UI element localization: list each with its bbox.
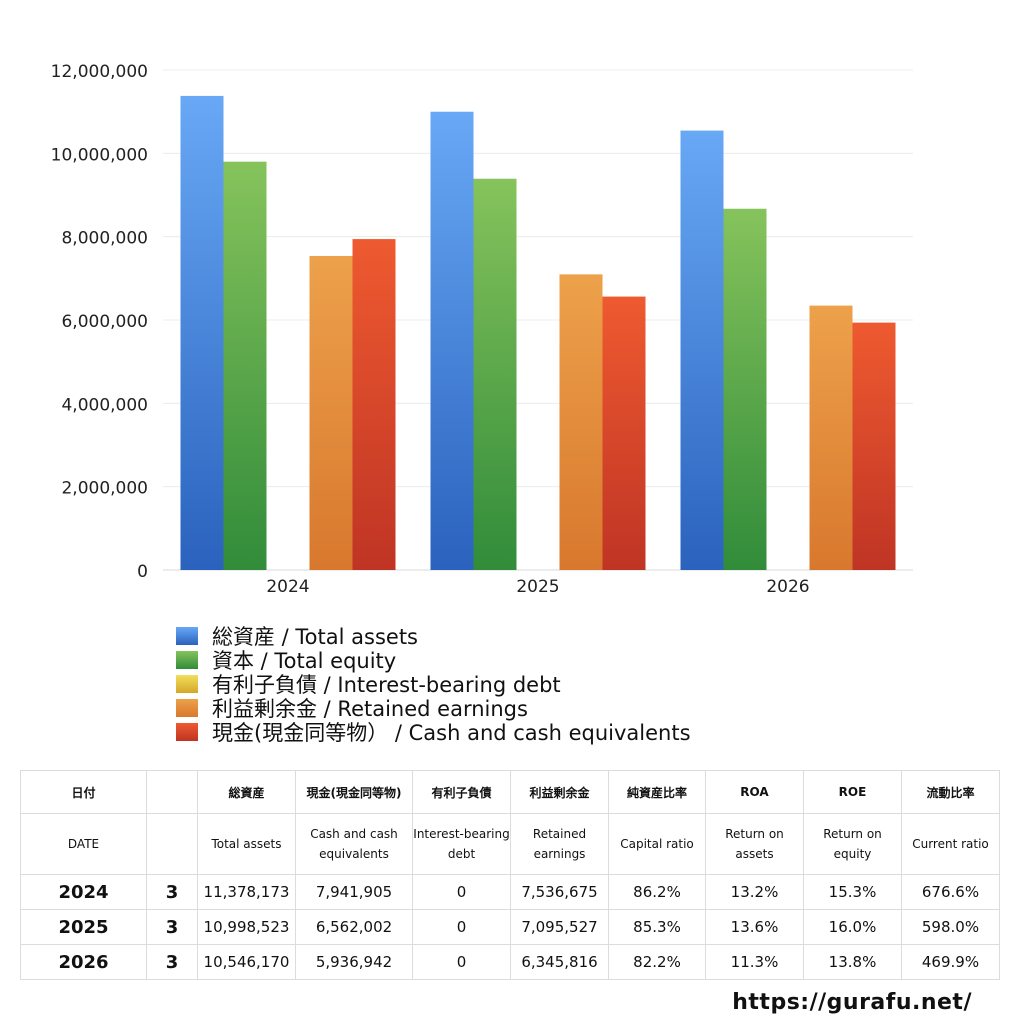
y-tick-label: 0 — [137, 562, 148, 582]
table-cell: 86.2% — [608, 874, 706, 910]
table-cell: 7,941,905 — [295, 874, 413, 910]
table-cell: 82.2% — [608, 944, 706, 980]
table-cell: 0 — [412, 944, 511, 980]
bar — [180, 95, 224, 571]
table-header-cell: 現金(現金同等物) — [295, 770, 413, 814]
table-cell: 16.0% — [803, 909, 902, 945]
bar — [723, 208, 767, 570]
legend-item: 利益剰余金 / Retained earnings — [176, 696, 691, 721]
table-header-cell: 日付 — [20, 770, 147, 814]
table-header-cell: Return on assets — [705, 813, 804, 875]
table-header-cell: Capital ratio — [608, 813, 706, 875]
table-header-cell: Current ratio — [901, 813, 1000, 875]
table-header-cell: Retained earnings — [510, 813, 609, 875]
y-tick-label: 10,000,000 — [51, 145, 148, 165]
footer-url: https://gurafu.net/ — [732, 990, 972, 1015]
table-cell: 676.6% — [901, 874, 1000, 910]
table-cell: 13.8% — [803, 944, 902, 980]
table-cell: 3 — [146, 909, 198, 945]
bar — [602, 296, 646, 570]
table-header-cell: 流動比率 — [901, 770, 1000, 814]
table-header-cell: DATE — [20, 813, 147, 875]
x-tick-label: 2025 — [516, 577, 559, 597]
table-cell: 6,345,816 — [510, 944, 609, 980]
table-cell: 6,562,002 — [295, 909, 413, 945]
table-row: 2025 3 10,998,523 6,562,002 0 7,095,527 85.3% 1… — [20, 909, 1000, 945]
y-tick-label: 6,000,000 — [61, 312, 148, 332]
financial-data-table: 日付 総資産 現金(現金同等物) 有利子負債 利益剰余金 純資産比率 ROA ROE 流動比率 D… — [20, 770, 1000, 980]
table-header-cell: 利益剰余金 — [510, 770, 609, 814]
legend-label: 現金(現金同等物） / Cash and cash equivalents — [212, 721, 691, 745]
table-cell: 2026 — [20, 944, 147, 980]
legend-swatch — [176, 723, 198, 741]
legend-label: 有利子負債 / Interest-bearing debt — [212, 673, 561, 697]
y-tick-label: 8,000,000 — [61, 229, 148, 249]
x-tick-label: 2026 — [766, 577, 809, 597]
table-cell: 15.3% — [803, 874, 902, 910]
table-header-cell: 総資産 — [197, 770, 296, 814]
chart-legend: 総資産 / Total assets 資本 / Total equity 有利子負債… — [176, 624, 691, 745]
legend-item: 総資産 / Total assets — [176, 624, 691, 649]
table-cell: 10,546,170 — [197, 944, 296, 980]
table-cell: 2024 — [20, 874, 147, 910]
table-header-cell: Total assets — [197, 813, 296, 875]
table-header-cell: Return on equity — [803, 813, 902, 875]
legend-swatch — [176, 627, 198, 645]
bar — [309, 255, 353, 571]
table-row: DATE Total assets Cash and cash equivalent… — [20, 813, 1000, 875]
legend-item: 現金(現金同等物） / Cash and cash equivalents — [176, 720, 691, 745]
table-header-cell — [146, 770, 198, 814]
table-row: 日付 総資産 現金(現金同等物) 有利子負債 利益剰余金 純資産比率 ROA ROE 流動比率 — [20, 770, 1000, 814]
table-row: 2024 3 11,378,173 7,941,905 0 7,536,675 86.2% 1… — [20, 874, 1000, 910]
table-cell: 11,378,173 — [197, 874, 296, 910]
table-cell: 469.9% — [901, 944, 1000, 980]
bar — [430, 111, 474, 570]
table-cell: 3 — [146, 944, 198, 980]
table-cell: 0 — [412, 909, 511, 945]
table-header-cell — [146, 813, 198, 875]
table-cell: 10,998,523 — [197, 909, 296, 945]
table-header-cell: 有利子負債 — [412, 770, 511, 814]
bar — [352, 239, 396, 571]
table-cell: 11.3% — [705, 944, 804, 980]
table-cell: 2025 — [20, 909, 147, 945]
legend-item: 有利子負債 / Interest-bearing debt — [176, 672, 691, 697]
legend-label: 利益剰余金 / Retained earnings — [212, 697, 528, 721]
table-cell: 598.0% — [901, 909, 1000, 945]
bar — [852, 322, 896, 570]
table-cell: 3 — [146, 874, 198, 910]
table-cell: 7,095,527 — [510, 909, 609, 945]
table-header-cell: ROA — [705, 770, 804, 814]
bar — [473, 178, 517, 570]
legend-swatch — [176, 651, 198, 669]
legend-item: 資本 / Total equity — [176, 648, 691, 673]
table-header-cell: Interest-bearing debt — [412, 813, 511, 875]
table-cell: 13.2% — [705, 874, 804, 910]
legend-label: 資本 / Total equity — [212, 649, 397, 673]
table-cell: 5,936,942 — [295, 944, 413, 980]
table-cell: 85.3% — [608, 909, 706, 945]
bar — [223, 161, 267, 570]
bar-chart: 0 2,000,000 4,000,000 6,000,000 8,000,000 10,… — [51, 62, 913, 597]
bar — [680, 130, 724, 571]
y-tick-label: 12,000,000 — [51, 62, 148, 82]
table-row: 2026 3 10,546,170 5,936,942 0 6,345,816 82.2% 1… — [20, 944, 1000, 980]
table-header-cell: ROE — [803, 770, 902, 814]
table-header-cell: Cash and cash equivalents — [295, 813, 413, 875]
bar — [809, 305, 853, 570]
legend-label: 総資産 / Total assets — [212, 625, 418, 649]
bar — [559, 274, 603, 570]
y-tick-label: 4,000,000 — [61, 395, 148, 415]
table-cell: 13.6% — [705, 909, 804, 945]
legend-swatch — [176, 699, 198, 717]
legend-swatch — [176, 675, 198, 693]
y-tick-label: 2,000,000 — [61, 479, 148, 499]
table-cell: 7,536,675 — [510, 874, 609, 910]
table-cell: 0 — [412, 874, 511, 910]
x-tick-label: 2024 — [266, 577, 309, 597]
table-header-cell: 純資産比率 — [608, 770, 706, 814]
